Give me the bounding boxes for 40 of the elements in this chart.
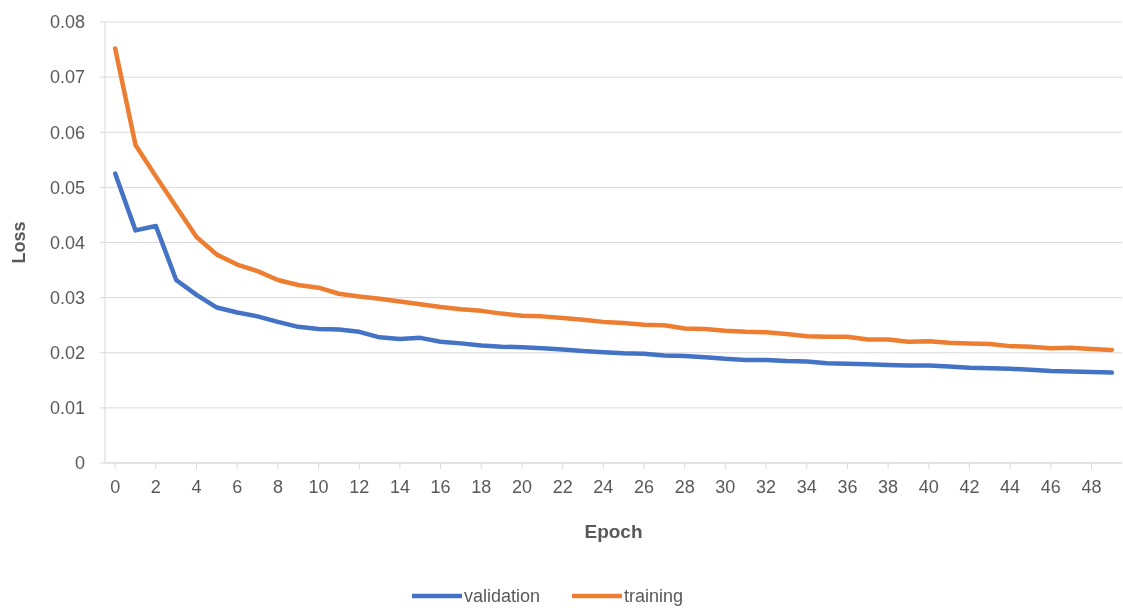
y-tick-label: 0.04 xyxy=(49,232,85,253)
x-tick-label: 36 xyxy=(837,477,858,497)
x-tick-label: 22 xyxy=(552,477,573,497)
line-series xyxy=(112,46,1115,353)
x-tick-label: 46 xyxy=(1040,477,1061,497)
y-tick-label: 0.03 xyxy=(49,287,85,308)
y-tick-label: 0 xyxy=(74,453,85,474)
x-tick-label: 4 xyxy=(191,477,202,497)
x-tick-label: 8 xyxy=(272,477,283,497)
y-tick-label: 0.08 xyxy=(49,12,85,33)
y-tick-label: 0.07 xyxy=(49,67,85,88)
y-tick-label: 0.01 xyxy=(49,398,85,419)
x-tick-label: 24 xyxy=(593,477,614,497)
x-tick-label: 14 xyxy=(389,477,410,497)
legend-label: validation xyxy=(464,586,541,607)
x-axis-title: Epoch xyxy=(584,521,643,542)
x-tick-label: 12 xyxy=(349,477,370,497)
y-axis-title: Loss xyxy=(9,221,29,264)
x-tick-label: 48 xyxy=(1081,477,1102,497)
x-tick-label: 42 xyxy=(959,477,980,497)
x-tick-label: 44 xyxy=(1000,477,1021,497)
x-tick-label: 28 xyxy=(674,477,695,497)
x-tick-label: 34 xyxy=(796,477,817,497)
x-tick-label: 30 xyxy=(715,477,736,497)
x-tick-label: 2 xyxy=(150,477,161,497)
x-tick-label: 40 xyxy=(918,477,939,497)
y-tick-label: 0.05 xyxy=(49,177,85,198)
x-tick-label: 38 xyxy=(878,477,899,497)
x-tick-label: 18 xyxy=(471,477,492,497)
y-tick-label: 0.06 xyxy=(49,122,85,143)
x-tick-label: 10 xyxy=(308,477,329,497)
x-tick-label: 6 xyxy=(232,477,243,497)
x-tick-label: 0 xyxy=(110,477,121,497)
y-tick-label: 0.02 xyxy=(49,343,85,364)
x-tick-label: 26 xyxy=(633,477,655,497)
x-tick-label: 20 xyxy=(511,477,532,497)
line-series xyxy=(112,171,1115,375)
legend-label: training xyxy=(624,586,684,607)
x-tick-label: 32 xyxy=(756,477,777,497)
x-tick-label: 16 xyxy=(430,477,451,497)
